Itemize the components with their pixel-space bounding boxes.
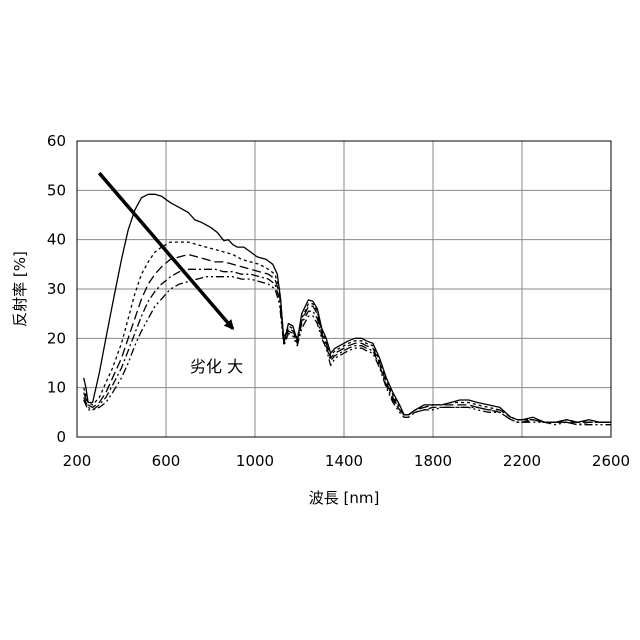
x-axis-label: 波長 [nm] — [309, 489, 380, 507]
x-tick-label-1: 600 — [152, 452, 181, 470]
series-group — [84, 194, 611, 424]
y-tick-label-2: 20 — [47, 329, 66, 347]
grid — [77, 141, 611, 437]
degradation-annotation: 劣化 大 — [190, 357, 243, 376]
x-tick-label-0: 200 — [63, 452, 92, 470]
x-tick-label-4: 1800 — [414, 452, 452, 470]
x-tick-label-5: 2200 — [503, 452, 541, 470]
y-tick-label-0: 0 — [56, 428, 66, 446]
y-axis-label: 反射率 [%] — [11, 251, 29, 327]
x-tick-label-6: 2600 — [592, 452, 630, 470]
x-tick-label-2: 1000 — [236, 452, 274, 470]
series-line-5 — [84, 277, 611, 425]
x-tick-label-3: 1400 — [325, 452, 363, 470]
series-line-4 — [84, 269, 611, 424]
y-tick-label-6: 60 — [47, 132, 66, 150]
y-tick-label-4: 40 — [47, 231, 66, 249]
series-line-2 — [84, 242, 611, 422]
y-tick-label-3: 30 — [47, 280, 66, 298]
tick-labels: 200 600 1000 1400 1800 2200 2600 0 10 20 30 40 50 60 — [47, 132, 630, 470]
y-tick-label-1: 10 — [47, 379, 66, 397]
y-tick-label-5: 50 — [47, 181, 66, 199]
